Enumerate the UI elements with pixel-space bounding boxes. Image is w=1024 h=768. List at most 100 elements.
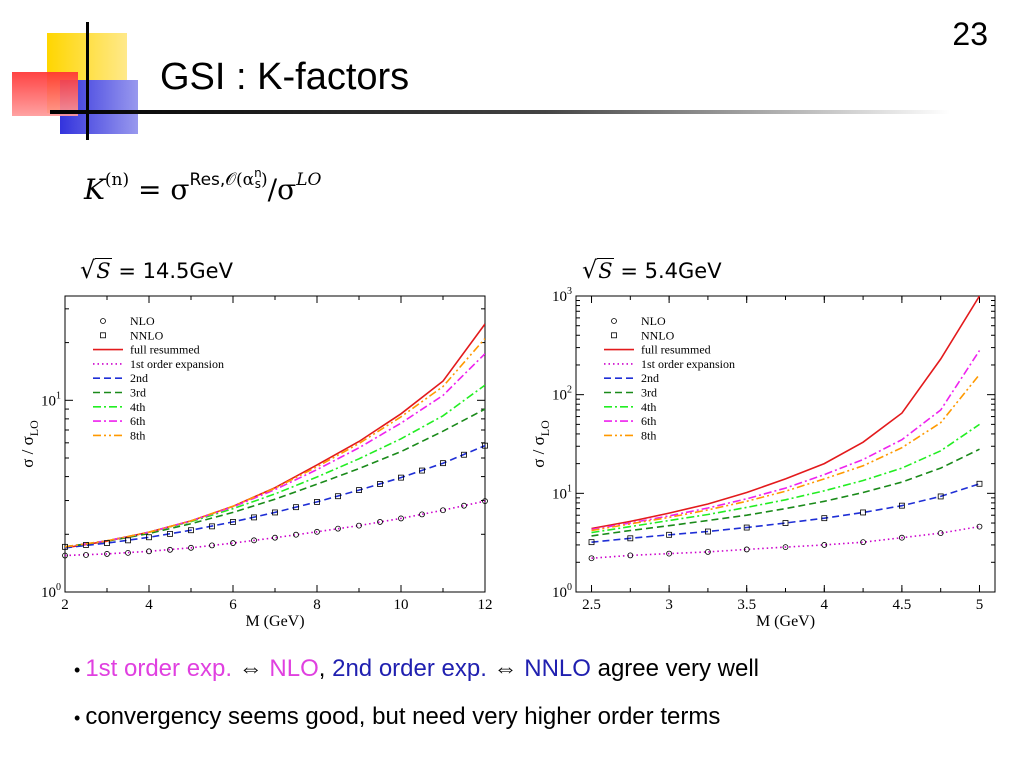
legend-label: 6th bbox=[130, 414, 145, 428]
x-tick-label: 8 bbox=[313, 597, 321, 613]
nnlo-marker bbox=[705, 528, 711, 535]
nlo-marker bbox=[743, 546, 750, 553]
formula-slash: /σ bbox=[267, 173, 297, 206]
formula-close: ) bbox=[261, 170, 268, 190]
nnlo-marker bbox=[588, 539, 595, 546]
nlo-marker bbox=[209, 542, 215, 549]
energy-value: = 5.4GeV bbox=[613, 259, 722, 283]
nlo-marker bbox=[356, 522, 362, 529]
bullet-text-part: NLO bbox=[269, 655, 319, 682]
nnlo-marker bbox=[419, 467, 425, 474]
nlo-marker bbox=[62, 552, 68, 559]
nlo-marker bbox=[440, 507, 446, 514]
y-axis-label: σ / σLO bbox=[18, 420, 41, 468]
nlo-marker bbox=[821, 542, 828, 548]
series-group bbox=[591, 296, 981, 559]
energy-label-right: √S = 5.4GeV bbox=[582, 256, 722, 284]
nlo-marker bbox=[666, 550, 673, 557]
nlo-marker bbox=[335, 525, 341, 532]
bullet-line-1: • 1st order exp. ⇔ NLO, 2nd order exp. ⇔… bbox=[74, 655, 759, 683]
nnlo-marker bbox=[188, 527, 194, 534]
series-line-6th bbox=[65, 353, 485, 548]
y-tick-label: 100 bbox=[41, 582, 61, 601]
energy-value: = 14.5GeV bbox=[111, 259, 233, 283]
x-tick-label: 4 bbox=[821, 597, 829, 613]
legend-label: 6th bbox=[641, 414, 656, 428]
title-underline bbox=[50, 110, 950, 114]
series-line-2nd bbox=[65, 444, 485, 549]
formula-n-sup: (n) bbox=[104, 170, 130, 190]
x-tick-label: 12 bbox=[478, 597, 493, 613]
nlo-marker bbox=[167, 546, 173, 553]
energy-s: S bbox=[95, 258, 112, 283]
legend-label: 3rd bbox=[130, 386, 146, 400]
formula-eq: = σ bbox=[129, 173, 190, 206]
bullet-text-part: 2nd order exp. bbox=[332, 655, 487, 682]
legend-nnlo-symbol bbox=[100, 332, 106, 339]
nlo-marker bbox=[272, 534, 278, 541]
series-line-1st-order-expansion bbox=[591, 525, 980, 559]
x-tick-label: 2.5 bbox=[582, 597, 601, 613]
bullet-text-part: 1st order exp. bbox=[85, 655, 233, 682]
legend-label: NLO bbox=[641, 314, 666, 328]
y-tick-label: 101 bbox=[552, 483, 572, 502]
legend-nlo-symbol bbox=[100, 318, 106, 324]
legend-label: 8th bbox=[130, 428, 145, 442]
nnlo-marker bbox=[167, 530, 173, 537]
bullet-dot: • bbox=[74, 708, 86, 728]
series-line-6th bbox=[591, 350, 981, 531]
legend-label: 1st order expansion bbox=[641, 357, 735, 371]
x-tick-label: 5 bbox=[976, 597, 984, 613]
nnlo-marker bbox=[627, 535, 634, 542]
nnlo-marker bbox=[821, 515, 828, 522]
energy-label-left: √S = 14.5GeV bbox=[80, 256, 233, 284]
x-tick-label: 6 bbox=[229, 597, 237, 613]
sqrt-symbol: √ bbox=[582, 256, 598, 284]
x-tick-label: 4.5 bbox=[893, 597, 912, 613]
nlo-marker bbox=[251, 537, 257, 544]
legend-label: 4th bbox=[641, 400, 656, 414]
y-tick-label: 102 bbox=[552, 385, 572, 404]
x-tick-label: 3 bbox=[665, 597, 673, 613]
legend-label: 2nd bbox=[641, 371, 659, 385]
formula-lo: LO bbox=[296, 170, 322, 190]
legend-label: NLO bbox=[130, 314, 155, 328]
y-tick-label: 101 bbox=[41, 390, 61, 409]
nnlo-marker bbox=[860, 509, 866, 516]
formula-s: s bbox=[254, 177, 261, 191]
series-line-3rd bbox=[65, 408, 485, 548]
nnlo-marker bbox=[104, 540, 110, 546]
nlo-marker bbox=[230, 540, 236, 546]
nlo-marker bbox=[293, 531, 299, 538]
nnlo-marker bbox=[782, 520, 789, 526]
nlo-marker bbox=[188, 544, 194, 551]
nnlo-marker bbox=[461, 451, 467, 458]
legend-label: full resummed bbox=[641, 343, 711, 357]
nnlo-marker bbox=[209, 523, 215, 530]
nlo-marker bbox=[146, 548, 152, 555]
nlo-marker bbox=[860, 539, 866, 546]
bullet-text-part: agree very well bbox=[590, 655, 759, 682]
nlo-marker bbox=[705, 548, 711, 555]
legend-label: 3rd bbox=[641, 386, 657, 400]
bullet-line-2: • convergency seems good, but need very … bbox=[74, 703, 720, 731]
y-tick-label: 103 bbox=[552, 286, 572, 305]
nlo-marker bbox=[398, 515, 404, 522]
series-line-8th bbox=[591, 373, 981, 532]
legend-label: 2nd bbox=[130, 371, 148, 385]
nlo-marker bbox=[419, 511, 425, 518]
nnlo-marker bbox=[377, 481, 383, 487]
plot-frame bbox=[64, 295, 486, 593]
nnlo-marker bbox=[398, 474, 404, 481]
nnlo-marker bbox=[146, 534, 152, 541]
nnlo-marker bbox=[314, 499, 320, 505]
nnlo-marker bbox=[356, 487, 362, 494]
series-line-full-resummed bbox=[591, 296, 981, 530]
nnlo-marker bbox=[272, 509, 278, 516]
nlo-marker bbox=[588, 555, 595, 562]
legend-label: 4th bbox=[130, 400, 145, 414]
nlo-marker bbox=[104, 551, 110, 557]
x-tick-label: 10 bbox=[394, 597, 409, 613]
